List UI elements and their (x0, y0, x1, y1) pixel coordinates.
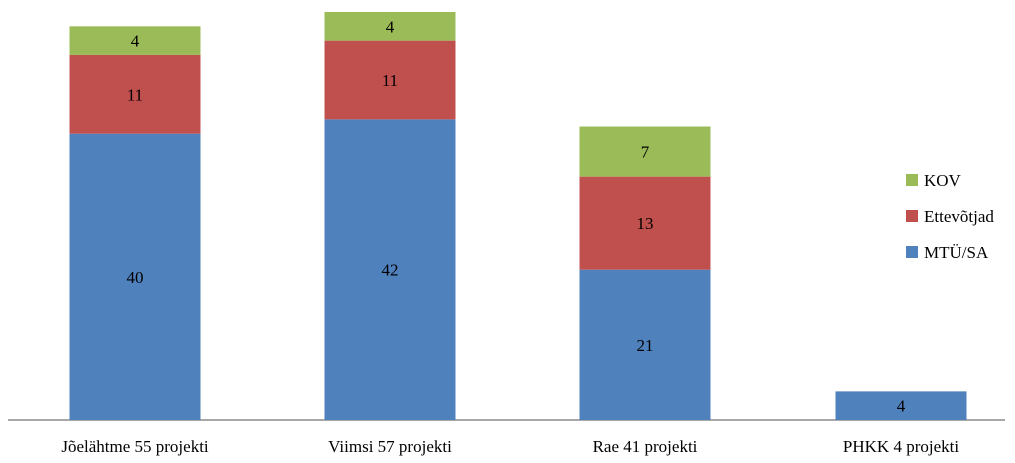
bar-mt-sa-0 (69, 133, 201, 420)
legend-label-ettev-tjad: Ettevõtjad (924, 207, 994, 226)
data-label-ettev-tjad-0: 11 (127, 85, 143, 104)
bar-ettev-tjad-0 (69, 54, 201, 134)
category-labels-group: Jõelähtme 55 projekti Viimsi 57 projekti R… (61, 437, 959, 456)
legend: KOV Ettevõtjad MTÜ/SA (906, 171, 994, 262)
bar-ettev-tjad-2 (579, 176, 711, 270)
data-label-ettev-tjad-1: 11 (382, 71, 398, 90)
bar-mt-sa-2 (579, 269, 711, 420)
data-label-ettev-tjad-2: 13 (637, 214, 654, 233)
category-label-2: Rae 41 projekti (593, 437, 698, 456)
bar-kov-1 (324, 12, 456, 41)
data-label-kov-0: 4 (131, 32, 140, 51)
data-label-kov-2: 7 (641, 143, 650, 162)
category-label-0: Jõelähtme 55 projekti (61, 437, 209, 456)
bar-mt-sa-1 (324, 119, 456, 421)
bar-mt-sa-3 (835, 391, 967, 420)
legend-swatch-kov (906, 174, 918, 186)
bar-ettev-tjad-1 (324, 40, 456, 120)
legend-swatch-mt-sa (906, 246, 918, 258)
category-label-1: Viimsi 57 projekti (328, 437, 452, 456)
data-label-mt-sa-1: 42 (382, 261, 399, 280)
data-label-mt-sa-3: 4 (897, 397, 906, 416)
data-label-mt-sa-2: 21 (637, 336, 654, 355)
bar-kov-0 (69, 26, 201, 55)
category-label-3: PHKK 4 projekti (843, 437, 959, 456)
bars-group: 40 11 4 42 11 4 21 13 7 4 (69, 12, 967, 421)
bar-kov-2 (579, 126, 711, 177)
legend-swatch-ettev-tjad (906, 210, 918, 222)
data-label-kov-1: 4 (386, 17, 395, 36)
data-label-mt-sa-0: 40 (127, 268, 144, 287)
legend-label-kov: KOV (924, 171, 962, 190)
legend-label-mt-sa: MTÜ/SA (924, 243, 989, 262)
